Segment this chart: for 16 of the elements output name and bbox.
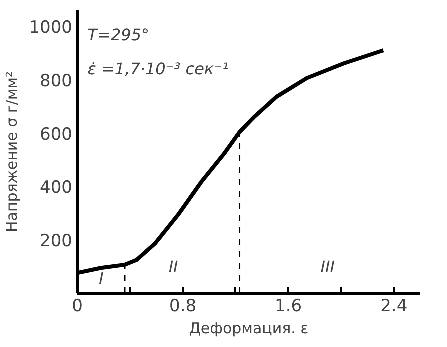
y-tick-label: 800 [40,71,73,92]
x-tick-label: 1.6 [275,296,302,316]
annotation: I [99,268,104,288]
annotation: T=295° [88,25,150,44]
annotation: II [168,258,179,277]
x-tick-label: 0.8 [170,296,197,316]
x-tick-label: 0 [72,296,83,316]
y-tick-label: 1000 [29,18,72,38]
x-axis-title: Деформация. ε [189,320,309,338]
y-tick-label: 600 [40,124,73,145]
y-tick-label: 200 [40,232,73,252]
annotation: III [320,258,336,277]
y-tick-label: 400 [40,178,73,198]
annotation: ε̇ =1,7·10⁻³ сек⁻¹ [88,59,229,78]
y-axis-title: Напряжение σ г/мм² [3,72,22,232]
x-tick-label: 2.4 [380,296,408,316]
